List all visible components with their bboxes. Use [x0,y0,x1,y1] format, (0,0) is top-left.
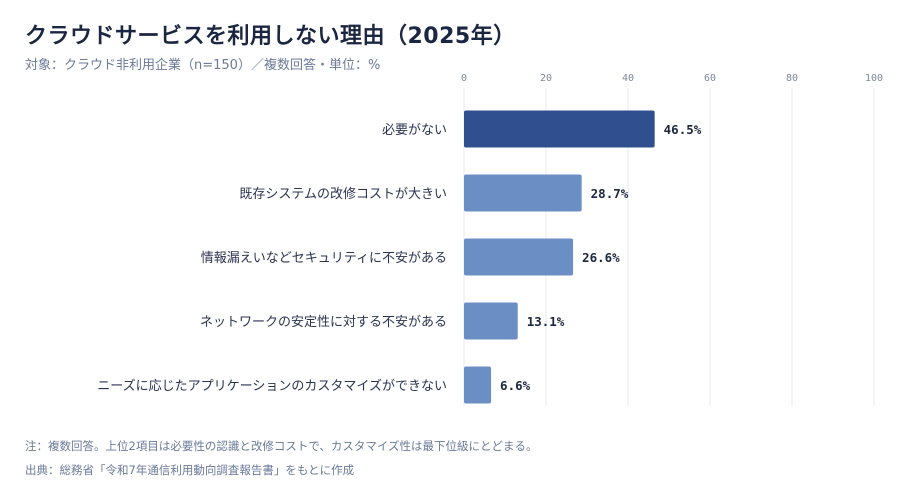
category-label: 情報漏えいなどセキュリティに不安がある [201,250,447,266]
data-label: 46.5% [664,122,702,137]
data-label: 28.7% [591,186,629,201]
x-tick-label: 80 [786,73,798,84]
category-label: ニーズに応じたアプリケーションのカスタマイズができない [97,378,447,394]
data-label: 13.1% [527,314,565,329]
bar [464,174,582,212]
bar [464,366,492,404]
category-label: 既存システムの改修コストが大きい [239,187,447,202]
category-label: ネットワークの安定性に対する不安がある [200,315,447,330]
chart-source: 出典：総務省「令和7年通信利用動向調査報告書」をもとに作成 [25,463,355,477]
data-label: 6.6% [500,378,531,393]
x-tick-label: 20 [540,73,552,84]
bar-chart: 0 20 40 60 80 100 必要がない 46.5% 既存システムの改修コストが大きい 28… [97,73,883,406]
x-tick-label: 100 [865,73,883,84]
bar [464,302,518,340]
data-label: 26.6% [582,250,620,265]
chart-subtitle: 対象：クラウド非利用企業（n=150）／複数回答・単位：% [25,58,381,73]
bar [464,110,655,148]
chart-note: 注：複数回答。上位2項目は必要性の認識と改修コストで、カスタマイズ性は最下位級に… [25,439,538,453]
bar [464,238,574,276]
category-label: 必要がない [382,123,447,138]
chart-title: クラウドサービスを利用しない理由（2025年） [25,24,516,49]
x-tick-label: 60 [704,73,716,84]
x-tick-label: 0 [461,73,467,84]
x-tick-label: 40 [622,73,634,84]
